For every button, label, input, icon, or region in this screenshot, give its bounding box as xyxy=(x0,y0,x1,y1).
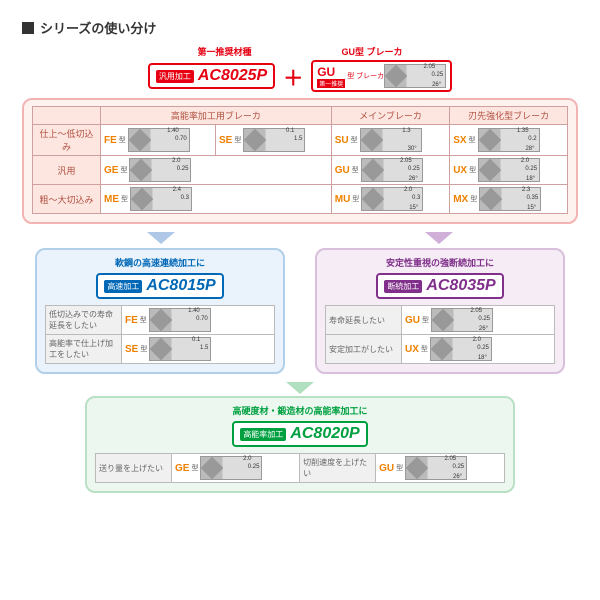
main-panel: 高能率加工用ブレーカ メインブレーカ 刃先強化型ブレーカ 仕上～低切込み FE型… xyxy=(22,98,578,224)
th-c2: メインブレーカ xyxy=(331,107,449,125)
top-labels: 第一推奨材種 GU型 ブレーカ xyxy=(22,45,578,58)
tag-interrupted: 断続加工 xyxy=(384,280,422,293)
row-label-1: 仕上～低切込み xyxy=(33,125,101,156)
top-label-2: GU型 ブレーカ xyxy=(342,45,403,58)
gu-name: GU xyxy=(317,65,345,79)
bk-me: ME xyxy=(104,194,119,205)
purple-r2-lbl: 安定加工がしたい xyxy=(326,335,402,364)
plus-icon: ＋ xyxy=(283,62,303,91)
green-r2-lbl: 切削速度を上げたい xyxy=(300,454,376,483)
insert-su: 1.330° xyxy=(360,128,422,152)
blue-panel: 軟鋼の高速連続加工に 高速加工 AC8015P 低切込みでの寿命延長をしたいFE… xyxy=(35,248,285,374)
purple-table: 寿命延長したいGU型2.050.2526° 安定加工がしたいUX型2.00.25… xyxy=(325,305,555,364)
two-panels: 軟鋼の高速連続加工に 高速加工 AC8015P 低切込みでの寿命延長をしたいFE… xyxy=(22,248,578,374)
insert-ge2: 2.00.25 xyxy=(200,456,262,480)
grade-ac8015p: AC8015P xyxy=(146,277,215,295)
bk-ge: GE xyxy=(104,165,118,176)
tag-highspeed: 高速加工 xyxy=(104,280,142,293)
grade-ac8020p: AC8020P xyxy=(290,425,359,443)
product-ac8015p: 高速加工 AC8015P xyxy=(96,273,223,299)
bk-gu: GU xyxy=(335,165,350,176)
arrow-row-2 xyxy=(22,382,578,394)
bk-fe: FE xyxy=(104,135,117,146)
insert-gu: 2.050.2526° xyxy=(361,158,423,182)
title-text: シリーズの使い分け xyxy=(40,18,156,37)
insert-sx: 1.350.228° xyxy=(478,128,540,152)
breaker-table: 高能率加工用ブレーカ メインブレーカ 刃先強化型ブレーカ 仕上～低切込み FE型… xyxy=(32,106,568,214)
insert-fe: 1.400.70 xyxy=(128,128,190,152)
grade-ac8035p: AC8035P xyxy=(426,277,495,295)
green-r1-lbl: 送り量を上げたい xyxy=(96,454,172,483)
th-c3: 刃先強化型ブレーカ xyxy=(450,107,568,125)
arrow-down-icon xyxy=(286,382,314,394)
insert-img-gu: 2.050.2526° xyxy=(384,64,446,88)
product-ac8035p: 断続加工 AC8035P xyxy=(376,273,503,299)
bk-ux: UX xyxy=(453,165,467,176)
insert-ux: 2.00.2518° xyxy=(478,158,540,182)
insert-mu: 2.00.315° xyxy=(361,187,423,211)
row-label-3: 粗～大切込み xyxy=(33,185,101,214)
insert-fe2: 1.400.70 xyxy=(149,308,211,332)
insert-ge: 2.00.25 xyxy=(129,158,191,182)
insert-gu2: 2.050.2526° xyxy=(431,308,493,332)
purple-panel: 安定性重視の強断続加工に 断続加工 AC8035P 寿命延長したいGU型2.05… xyxy=(315,248,565,374)
table-row: 汎用 GE型2.00.25 GU型2.050.2526° UX型2.00.251… xyxy=(33,156,568,185)
grade-ac8025p: AC8025P xyxy=(198,67,267,85)
table-row: 仕上～低切込み FE型1.400.70 SE型0.11.5 SU型1.330° … xyxy=(33,125,568,156)
green-table: 送り量を上げたい GE型2.00.25 切削速度を上げたい GU型2.050.2… xyxy=(95,453,505,483)
purple-title: 安定性重視の強断続加工に xyxy=(325,256,555,269)
blue-title: 軟鋼の高速連続加工に xyxy=(45,256,275,269)
top-product-row: 汎用加工 AC8025P ＋ GU 第一推奨 型 ブレーカ 2.050.2526… xyxy=(22,60,578,92)
green-title: 高硬度材・鍛造材の高能率加工に xyxy=(95,404,505,417)
arrow-down-icon xyxy=(147,232,175,244)
bk-mu: MU xyxy=(335,194,351,205)
title-square-icon xyxy=(22,22,34,34)
blue-r1-lbl: 低切込みでの寿命延長をしたい xyxy=(46,306,122,335)
bk-sx: SX xyxy=(453,135,466,146)
blue-r2-lbl: 高能率で仕上げ加工をしたい xyxy=(46,335,122,364)
insert-me: 2.40.3 xyxy=(130,187,192,211)
gu-suffix: 型 ブレーカ xyxy=(347,71,384,81)
arrow-row-1 xyxy=(22,232,578,244)
insert-ux2: 2.00.2518° xyxy=(430,337,492,361)
top-label-1: 第一推奨材種 xyxy=(197,45,251,58)
insert-se: 0.11.5 xyxy=(243,128,305,152)
insert-gu3: 2.050.2526° xyxy=(405,456,467,480)
insert-mx: 2.30.3515° xyxy=(479,187,541,211)
arrow-down-icon xyxy=(425,232,453,244)
tag-general: 汎用加工 xyxy=(156,70,194,83)
blue-table: 低切込みでの寿命延長をしたいFE型1.400.70 高能率で仕上げ加工をしたいS… xyxy=(45,305,275,364)
section-title: シリーズの使い分け xyxy=(22,18,578,37)
table-row: 粗～大切込み ME型2.40.3 MU型2.00.315° MX型2.30.35… xyxy=(33,185,568,214)
product-ac8025p: 汎用加工 AC8025P xyxy=(148,63,275,89)
purple-r1-lbl: 寿命延長したい xyxy=(326,306,402,335)
insert-se2: 0.11.5 xyxy=(149,337,211,361)
bk-se: SE xyxy=(219,135,232,146)
row-label-2: 汎用 xyxy=(33,156,101,185)
product-ac8020p: 高能率加工 AC8020P xyxy=(232,421,367,447)
tag-highfeed: 高能率加工 xyxy=(240,428,286,441)
bk-su: SU xyxy=(335,135,349,146)
gu-breaker-box: GU 第一推奨 型 ブレーカ 2.050.2526° xyxy=(311,60,452,92)
gu-sub-tag: 第一推奨 xyxy=(317,79,345,88)
th-blank xyxy=(33,107,101,125)
green-panel: 高硬度材・鍛造材の高能率加工に 高能率加工 AC8020P 送り量を上げたい G… xyxy=(85,396,515,493)
th-c1: 高能率加工用ブレーカ xyxy=(101,107,332,125)
bk-mx: MX xyxy=(453,194,468,205)
